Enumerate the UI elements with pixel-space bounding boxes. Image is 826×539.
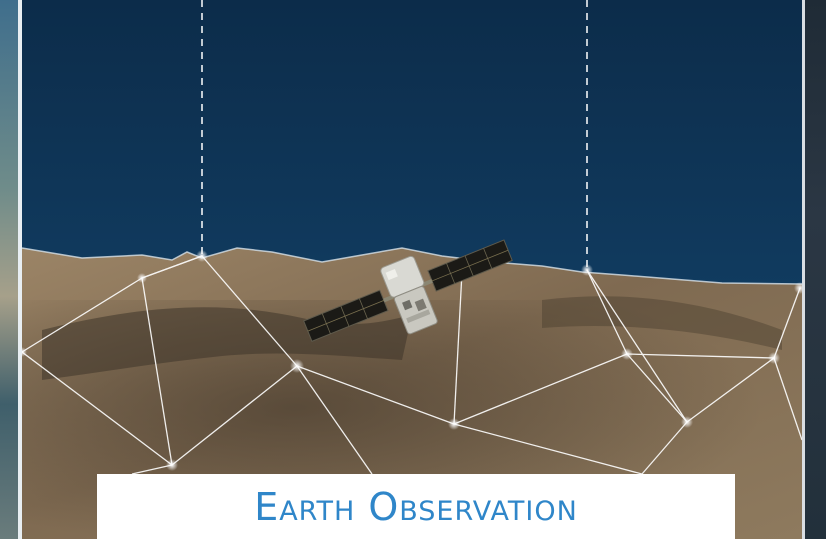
left-adjacent-photo-edge (0, 0, 22, 539)
network-node-icon (166, 459, 178, 471)
right-adjacent-photo-edge (802, 0, 826, 539)
network-node-icon (137, 273, 147, 283)
caption-box: Earth Observation (97, 474, 735, 539)
network-lines (22, 255, 802, 475)
network-node-icon (290, 359, 304, 373)
network-node-icon (768, 352, 780, 364)
right-solar-panel (422, 239, 513, 292)
network-node-icon (22, 347, 27, 357)
earth-observation-scene (22, 0, 802, 539)
network-node-icon (794, 282, 802, 294)
satellite-body (380, 255, 438, 335)
network-node-icon (448, 418, 460, 430)
caption-title: Earth Observation (254, 484, 578, 529)
network-node-icon (196, 250, 208, 262)
network-nodes (22, 250, 802, 471)
network-node-icon (621, 348, 633, 360)
coastline-edge (22, 247, 802, 285)
network-node-icon (681, 416, 693, 428)
satellite-icon (303, 239, 513, 342)
network-node-icon (581, 264, 593, 276)
